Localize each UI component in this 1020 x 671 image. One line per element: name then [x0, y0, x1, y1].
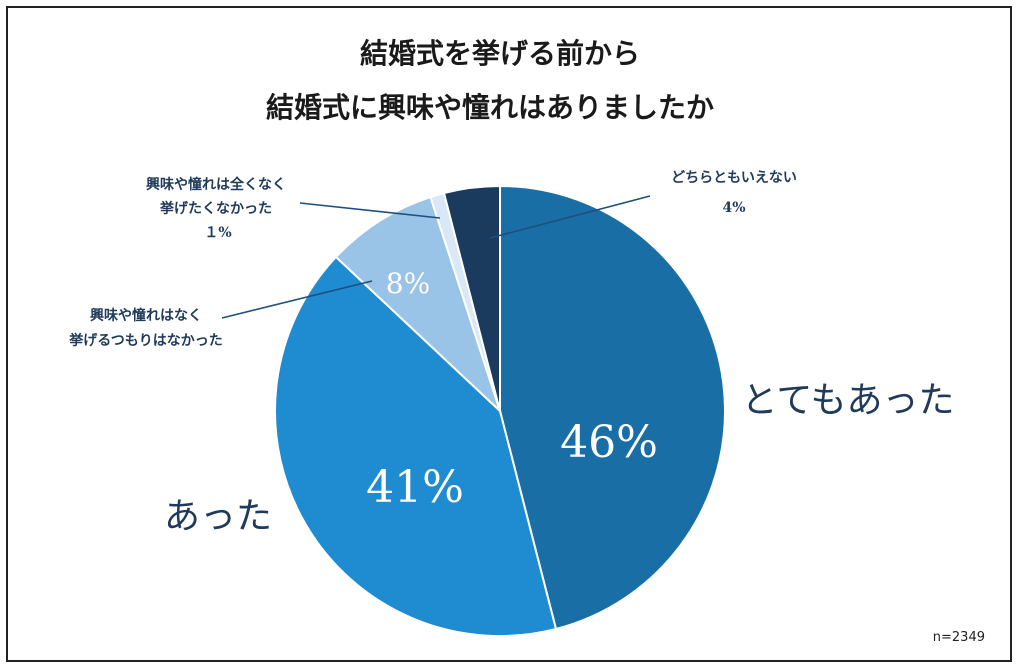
- chart-title-line-2: 結婚式に興味や憧れはありましたか: [266, 91, 714, 124]
- slice-value-label-very-much: 46%: [560, 417, 658, 468]
- slice-value-label-somewhat: 41%: [366, 462, 464, 513]
- pie-slices: [274, 184, 726, 637]
- slice-value-label-no-interest: 8%: [386, 267, 430, 300]
- category-label-not-at-all-line-1: 興味や憧れは全くなく: [146, 176, 286, 193]
- pie-slice-no-interest: [334, 195, 501, 412]
- pie-slice-somewhat: [274, 255, 558, 637]
- category-label-no-interest-line-1: 興味や憧れはなく: [90, 307, 202, 324]
- leader-line-not-at-all: [299, 202, 441, 219]
- slice-value-label-undecided: 4%: [722, 200, 745, 216]
- pie-slice-very-much: [499, 184, 726, 631]
- category-label-somewhat: あった: [164, 496, 272, 537]
- category-label-no-interest-line-2: 挙げるつもりはなかった: [68, 332, 222, 349]
- category-label-undecided: どちらともいえない: [671, 170, 797, 186]
- pie-slice-undecided: [442, 184, 501, 412]
- slice-value-label-not-at-all: １%: [204, 225, 231, 241]
- category-label-not-at-all-line-2: 挙げたくなかった: [159, 200, 272, 217]
- leader-line-no-interest: [221, 280, 373, 319]
- sample-size-note: n=2349: [933, 630, 985, 645]
- category-label-very-much: とてもあった: [741, 380, 954, 421]
- leader-line-undecided: [489, 195, 651, 239]
- chart-title-line-1: 結婚式を挙げる前から: [360, 37, 640, 70]
